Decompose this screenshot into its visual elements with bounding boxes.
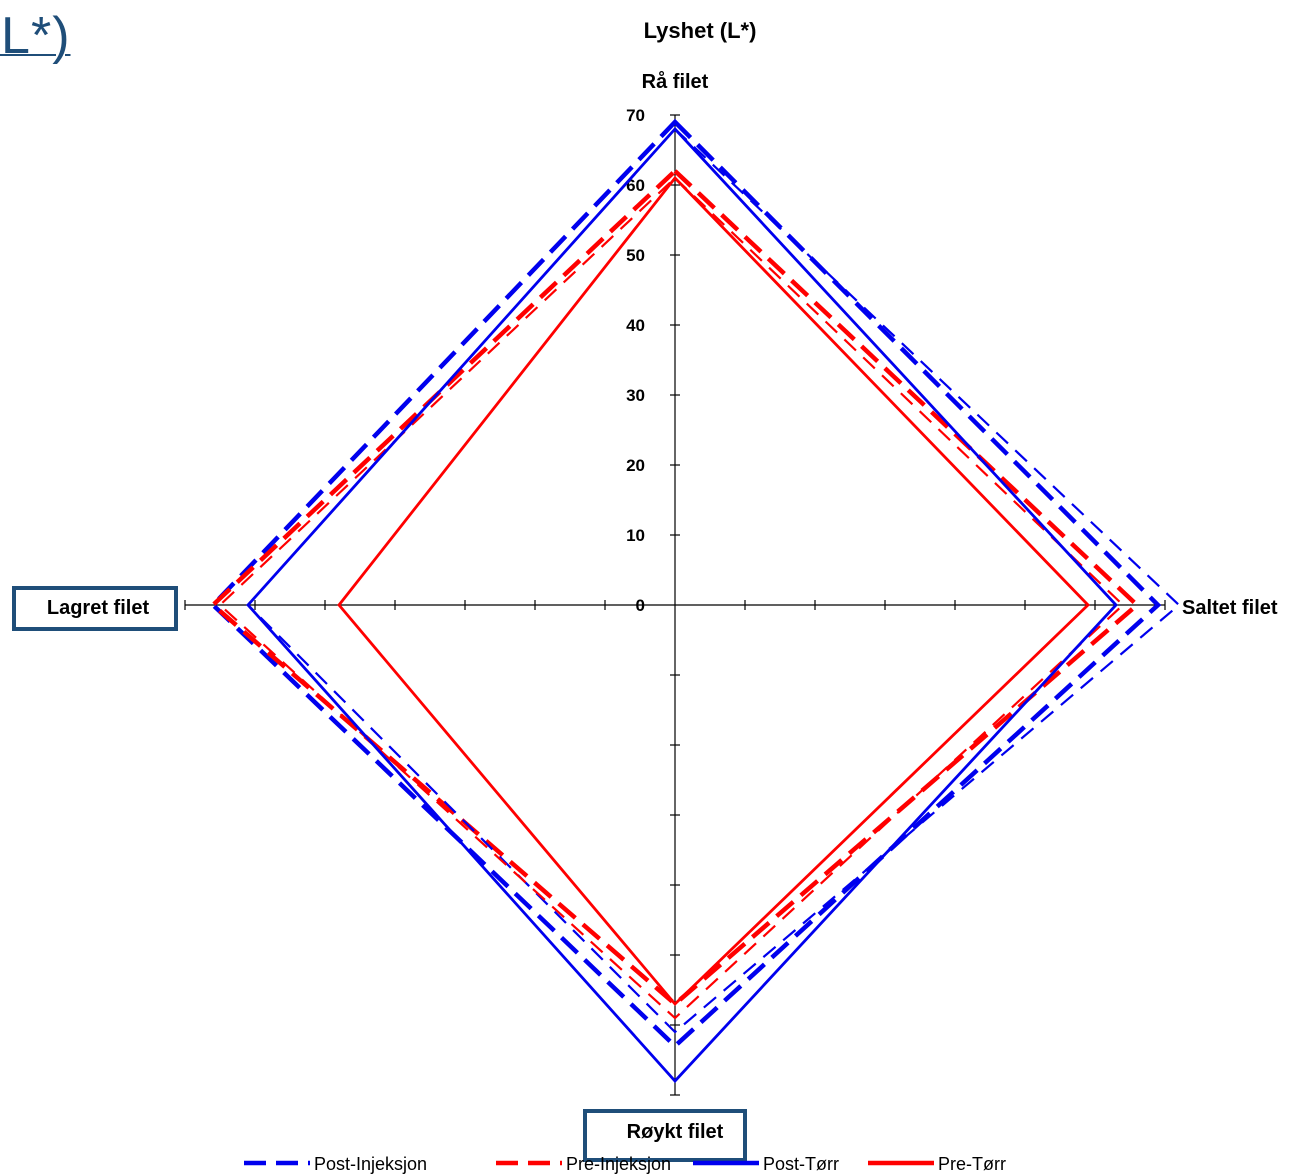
category-label-0: Rå filet [642,70,709,93]
legend-label-2: Post-Tørr [763,1154,839,1174]
tick-label: 20 [626,456,645,475]
slide-title-clip: Lyshet (L*) [0,0,140,90]
category-box [583,1109,747,1162]
legend-label-3: Pre-Tørr [938,1154,1006,1174]
series-polygon-4 [246,126,1118,1084]
category-box [12,586,178,631]
series-polygon-0 [209,118,1162,1050]
tick-label: 50 [626,246,645,265]
category-label-2: Røykt filet [627,1121,724,1143]
legend-label-1: Pre-Injeksjon [566,1154,671,1174]
chart-legend: Post-Injeksjon Pre-Injeksjon Post-Tørr Pre-… [244,1154,1006,1174]
tick-label: 70 [626,106,645,125]
category-label-3: Lagret filet [47,597,150,619]
tick-label: 40 [626,316,645,335]
series-polygon-5 [337,175,1090,1007]
category-labels: Rå filet Saltet filet Røykt filet Lagret fi… [12,70,1278,1162]
tick-label: 60 [626,176,645,195]
slide-title: Lyshet (L*) [0,7,71,65]
series-polygon-3 [218,176,1125,1020]
legend-label-0: Post-Injeksjon [314,1154,427,1174]
tick-label: 10 [626,526,645,545]
tick-label: 0 [636,596,645,615]
tick-label: 30 [626,386,645,405]
category-label-1: Saltet filet [1182,597,1278,619]
chart-title: Lyshet (L*) [644,18,757,43]
radar-axes: 0 10 20 30 40 50 60 70 [184,106,1166,1096]
series-layer [209,118,1181,1084]
series-polygon-2 [246,127,1181,1034]
